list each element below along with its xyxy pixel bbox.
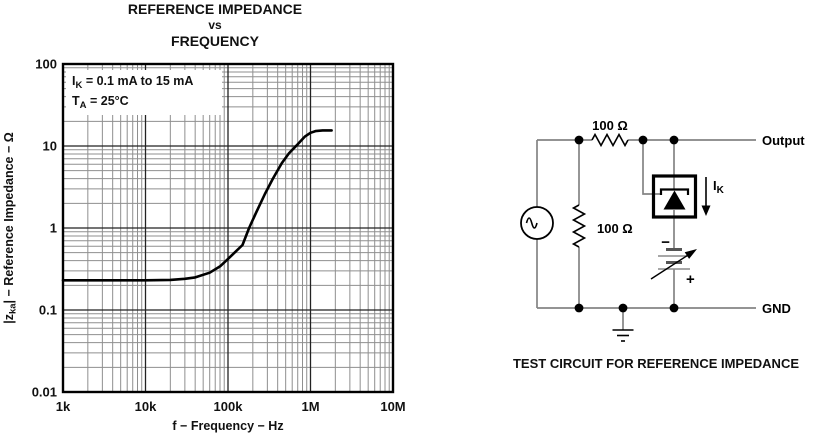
ac-source-icon xyxy=(520,206,554,240)
shunt-resistor-label: 100 Ω xyxy=(597,221,633,236)
chart-title: REFERENCE IMPEDANCE vs FREQUENCY xyxy=(65,1,365,49)
chart-title-line2: vs xyxy=(208,18,222,32)
gnd-label: GND xyxy=(762,301,791,316)
impedance-vs-frequency-plot: 1k 10k 100k 1M 10M 100 10 1 0.1 0.01 xyxy=(32,57,406,415)
shunt-regulator-icon xyxy=(651,174,698,219)
x-tick-label: 10M xyxy=(380,399,405,414)
battery-plus-sign: + xyxy=(686,271,695,288)
ik-current-arrow-icon xyxy=(701,177,711,216)
y-tick-label: 1 xyxy=(50,221,57,236)
x-tick-label: 10k xyxy=(135,399,157,414)
y-tick-label: 0.01 xyxy=(32,385,57,400)
series-resistor-icon xyxy=(591,132,629,148)
shunt-resistor-icon xyxy=(571,204,587,248)
condition-ta: TA = 25°C xyxy=(72,94,129,111)
x-tick-label: 1M xyxy=(301,399,319,414)
chart-title-line3: FREQUENCY xyxy=(171,33,259,49)
impedance-curve xyxy=(61,129,333,282)
series-resistor-label: 100 Ω xyxy=(592,118,628,133)
x-tick-label: 100k xyxy=(214,399,244,414)
chart-title-line1: REFERENCE IMPEDANCE xyxy=(127,1,303,17)
y-tick-label: 0.1 xyxy=(39,303,57,318)
y-tick-label: 10 xyxy=(43,139,57,154)
x-axis-title: f − Frequency − Hz xyxy=(172,419,283,433)
junction-nodes xyxy=(574,135,679,313)
test-circuit: IK − + xyxy=(513,118,805,371)
plot-border xyxy=(61,62,395,394)
ground-icon xyxy=(612,329,634,342)
condition-ik: IK = 0.1 mA to 15 mA xyxy=(72,74,194,91)
circuit-caption: TEST CIRCUIT FOR REFERENCE IMPEDANCE xyxy=(513,356,799,371)
output-label: Output xyxy=(762,133,805,148)
ik-label: IK xyxy=(713,178,725,196)
x-tick-label: 1k xyxy=(56,399,71,414)
battery-minus-sign: − xyxy=(661,234,670,251)
y-tick-label: 100 xyxy=(35,57,57,72)
chart-conditions: IK = 0.1 mA to 15 mA TA = 25°C xyxy=(66,70,222,115)
y-axis-title: |zka| − Reference Impedance − Ω xyxy=(2,132,19,324)
variable-battery-icon xyxy=(650,248,697,280)
